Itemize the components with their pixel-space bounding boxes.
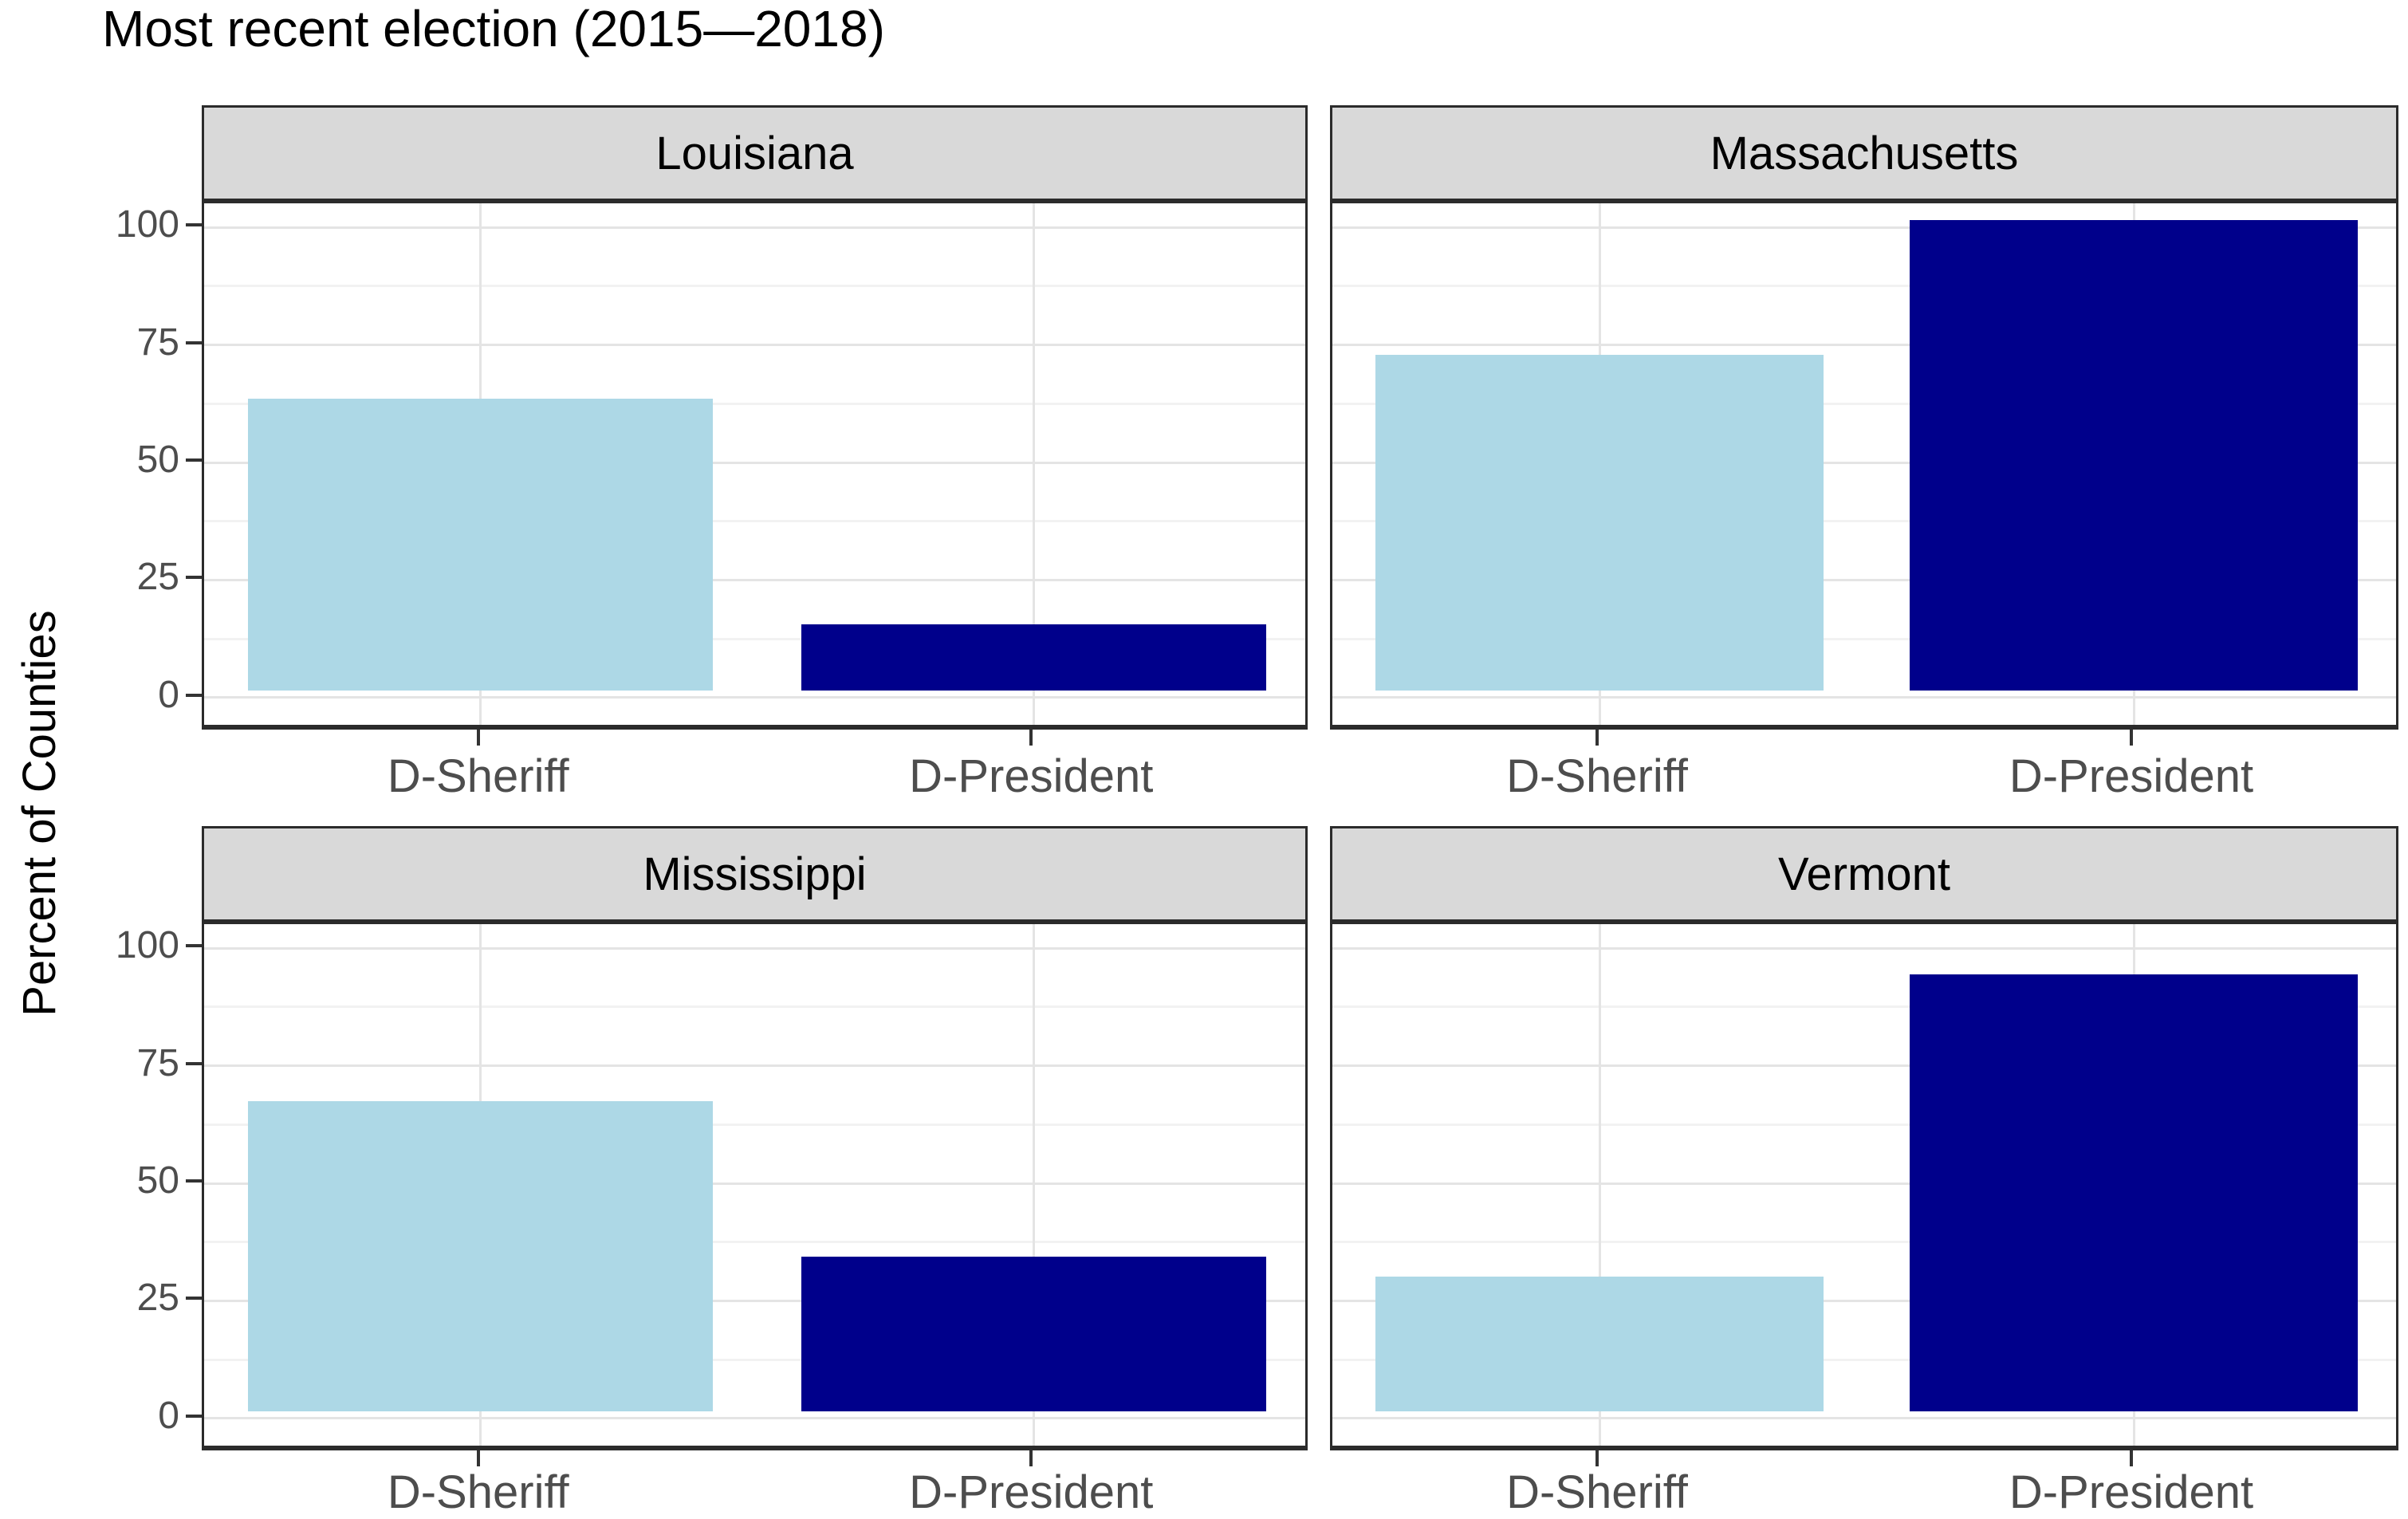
x-tick-mark <box>2130 730 2133 746</box>
y-tick-label: 100 <box>115 203 179 246</box>
gridline-minor <box>204 285 1305 288</box>
y-tick-mark <box>186 693 202 697</box>
gridline-minor <box>1332 637 2396 640</box>
gridline-minor <box>204 402 1305 405</box>
panel-louisiana <box>202 201 1308 730</box>
x-tick-mark <box>1029 1450 1033 1466</box>
y-tick-label: 75 <box>136 1041 179 1084</box>
panel-mississippi <box>202 922 1308 1450</box>
bar-d-sheriff <box>248 1101 713 1411</box>
facet-title: Mississippi <box>643 848 867 900</box>
gridline-major <box>204 1064 1305 1068</box>
gridline-minor <box>204 637 1305 640</box>
gridline-major <box>204 696 1305 699</box>
gridline-major <box>1332 344 2396 347</box>
gridline-major <box>204 578 1305 581</box>
gridline-vertical <box>1598 924 1601 1446</box>
x-tick-label-d-president: D-President <box>909 1466 1154 1518</box>
gridline-minor <box>204 1005 1305 1009</box>
gridline-minor <box>204 1241 1305 1244</box>
gridline-minor <box>1332 1123 2396 1126</box>
y-tick-mark <box>186 944 202 948</box>
panel-massachusetts <box>1330 201 2398 730</box>
gridline-minor <box>204 1123 1305 1126</box>
gridline-major <box>1332 1299 2396 1302</box>
facet-strip-mississippi: Mississippi <box>202 826 1308 922</box>
gridline-minor <box>1332 1005 2396 1009</box>
x-tick-label-d-sheriff: D-Sheriff <box>1506 1466 1688 1518</box>
x-tick-label-d-president: D-President <box>2009 1466 2254 1518</box>
x-tick-label-d-sheriff: D-Sheriff <box>387 1466 569 1518</box>
facet-title: Louisiana <box>655 127 854 179</box>
bar-d-president <box>801 624 1266 691</box>
x-tick-mark <box>1029 730 1033 746</box>
bar-d-president <box>801 1256 1266 1411</box>
y-tick-mark <box>186 223 202 227</box>
gridline-minor <box>1332 285 2396 288</box>
y-tick-label: 75 <box>136 321 179 364</box>
y-tick-label: 0 <box>158 1394 179 1437</box>
y-tick-label: 0 <box>158 673 179 716</box>
gridline-minor <box>1332 1241 2396 1244</box>
gridline-major <box>1332 696 2396 699</box>
x-tick-mark <box>1595 1450 1599 1466</box>
bar-d-president <box>1909 974 2359 1411</box>
gridline-major <box>1332 578 2396 581</box>
gridline-major <box>204 1417 1305 1420</box>
gridline-major <box>1332 1182 2396 1185</box>
gridline-major <box>1332 1064 2396 1068</box>
y-tick-mark <box>186 1297 202 1301</box>
gridline-minor <box>204 1358 1305 1361</box>
y-tick-mark <box>186 340 202 344</box>
bar-d-president <box>1909 220 2359 691</box>
y-tick-label: 100 <box>115 924 179 967</box>
x-tick-label-d-president: D-President <box>909 750 1154 802</box>
gridline-vertical <box>1032 203 1035 725</box>
facet-strip-vermont: Vermont <box>1330 826 2398 922</box>
y-tick-mark <box>186 576 202 580</box>
x-tick-mark <box>476 1450 480 1466</box>
gridline-major <box>204 344 1305 347</box>
x-tick-label-d-sheriff: D-Sheriff <box>387 750 569 802</box>
gridline-major <box>204 226 1305 229</box>
y-tick-mark <box>186 458 202 462</box>
facet-strip-louisiana: Louisiana <box>202 105 1308 201</box>
bar-d-sheriff <box>1375 1277 1824 1411</box>
gridline-major <box>204 1299 1305 1302</box>
gridline-major <box>204 946 1305 950</box>
gridline-minor <box>1332 402 2396 405</box>
x-tick-mark <box>476 730 480 746</box>
gridline-major <box>204 1182 1305 1185</box>
gridline-minor <box>1332 520 2396 523</box>
facet-title: Massachusetts <box>1710 127 2019 179</box>
gridline-vertical <box>1032 924 1035 1446</box>
bar-d-sheriff <box>1375 354 1824 691</box>
facet-strip-massachusetts: Massachusetts <box>1330 105 2398 201</box>
gridline-major <box>1332 946 2396 950</box>
x-tick-label-d-president: D-President <box>2009 750 2254 802</box>
y-tick-mark <box>186 1179 202 1183</box>
chart-title: Most recent election (2015—2018) <box>102 0 885 57</box>
gridline-minor <box>204 520 1305 523</box>
gridline-major <box>1332 1417 2396 1420</box>
x-tick-label-d-sheriff: D-Sheriff <box>1506 750 1688 802</box>
y-tick-label: 25 <box>136 556 179 599</box>
y-tick-mark <box>186 1061 202 1065</box>
facet-title: Vermont <box>1778 848 1950 900</box>
y-tick-label: 25 <box>136 1277 179 1320</box>
gridline-major <box>204 461 1305 464</box>
x-tick-mark <box>2130 1450 2133 1466</box>
y-tick-mark <box>186 1414 202 1418</box>
panel-vermont <box>1330 922 2398 1450</box>
gridline-major <box>1332 461 2396 464</box>
gridline-major <box>1332 226 2396 229</box>
gridline-minor <box>1332 1358 2396 1361</box>
y-tick-label: 50 <box>136 439 179 482</box>
x-tick-mark <box>1595 730 1599 746</box>
bar-d-sheriff <box>248 399 713 691</box>
y-tick-label: 50 <box>136 1159 179 1202</box>
